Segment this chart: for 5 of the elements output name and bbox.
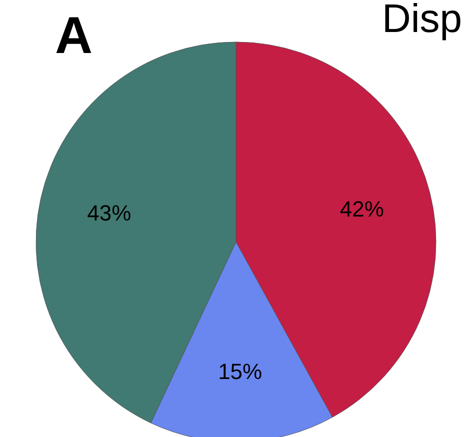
data-label: 42%	[340, 196, 384, 222]
data-label: 15%	[218, 358, 262, 384]
data-label: 43%	[87, 200, 132, 226]
chart-title: Disp	[382, 0, 462, 41]
text: A	[55, 7, 93, 65]
